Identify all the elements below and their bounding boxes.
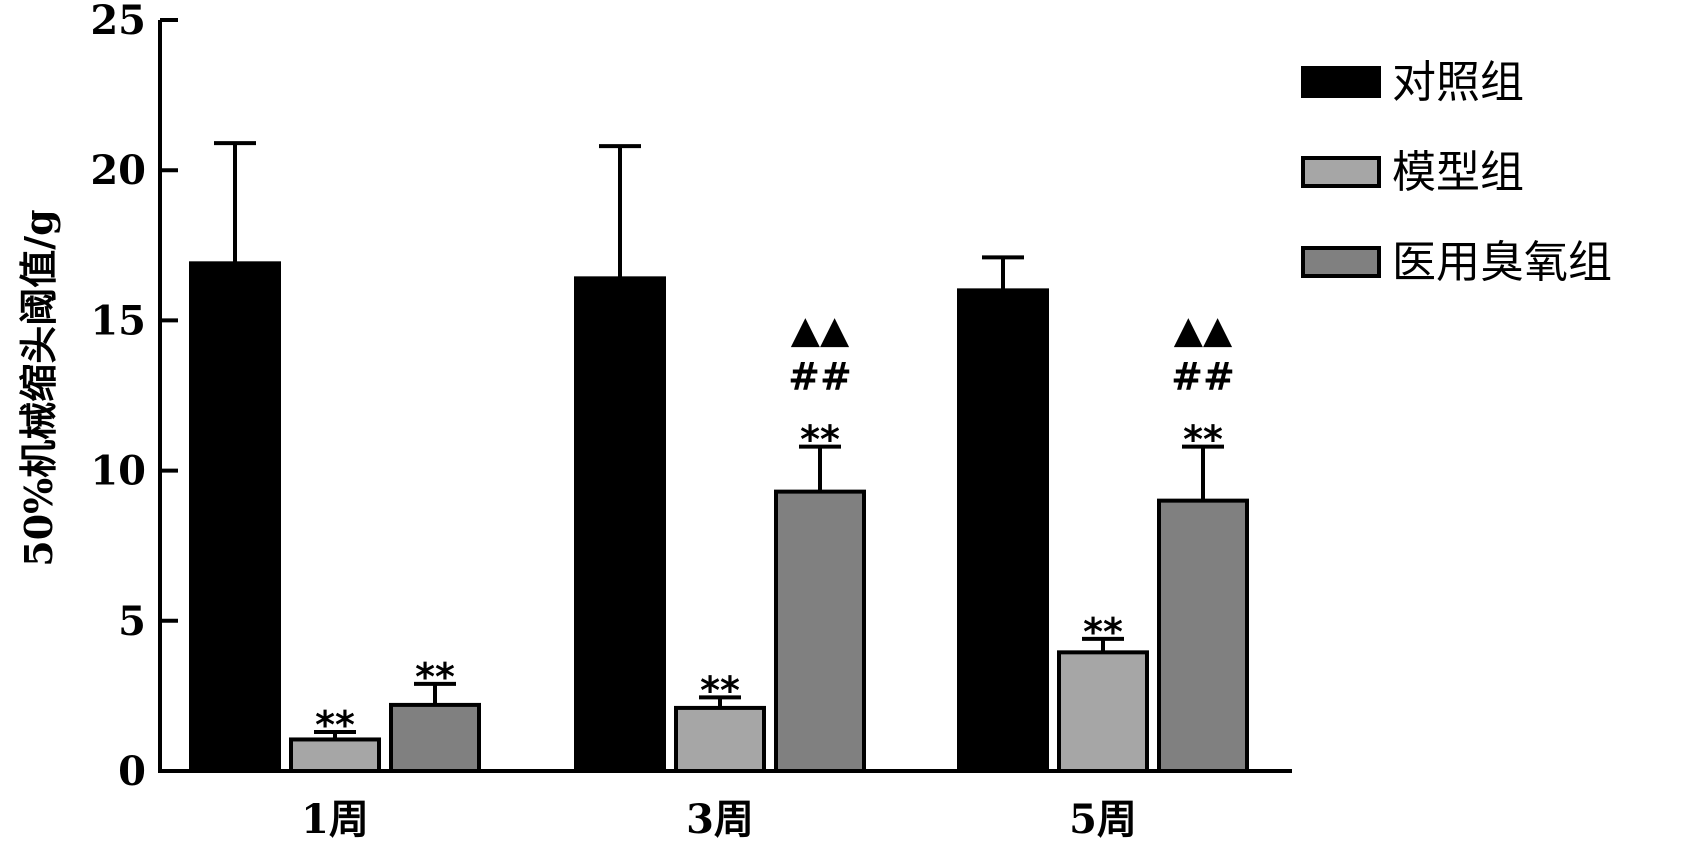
significance-marker: ## bbox=[1171, 355, 1235, 399]
significance-marker: ** bbox=[315, 703, 355, 747]
y-axis-label: 50%机械缩头阈值/g bbox=[16, 209, 61, 566]
x-category-label: 1周 bbox=[301, 796, 369, 843]
bar bbox=[189, 261, 281, 773]
x-category-label: 3周 bbox=[686, 796, 754, 843]
bar bbox=[1057, 650, 1149, 773]
significance-marker: ** bbox=[700, 668, 740, 712]
y-tick-label: 15 bbox=[90, 297, 146, 344]
bar bbox=[389, 702, 481, 773]
legend-swatch bbox=[1301, 66, 1381, 98]
significance-marker: ** bbox=[1083, 610, 1123, 654]
y-tick-label: 25 bbox=[90, 0, 146, 44]
bar bbox=[674, 705, 766, 774]
significance-annotations: **** **▲▲##****▲▲##** bbox=[315, 308, 1235, 747]
legend-swatch bbox=[1301, 246, 1381, 278]
legend-label: 医用臭氧组 bbox=[1392, 237, 1612, 288]
significance-marker: ** bbox=[1183, 418, 1223, 462]
legend-label: 模型组 bbox=[1392, 147, 1524, 198]
bar bbox=[957, 288, 1049, 773]
significance-marker: ▲▲ bbox=[1174, 308, 1233, 352]
significance-marker: ▲▲ bbox=[791, 308, 850, 352]
y-tick-label: 0 bbox=[118, 748, 146, 795]
significance-marker: ** bbox=[415, 655, 455, 699]
significance-marker: ## bbox=[788, 355, 852, 399]
y-tick-label: 5 bbox=[118, 598, 146, 645]
significance-marker: ** bbox=[800, 418, 840, 462]
legend-label: 对照组 bbox=[1392, 57, 1524, 108]
legend-swatch bbox=[1301, 156, 1381, 188]
axes: 0 5 10 15 20 25 1周 3周 5周 bbox=[90, 0, 1292, 843]
y-tick-label: 10 bbox=[90, 448, 146, 495]
bar bbox=[574, 276, 666, 773]
bar bbox=[1157, 498, 1249, 773]
bar bbox=[774, 489, 866, 773]
x-category-label: 5周 bbox=[1069, 796, 1137, 843]
y-tick-label: 20 bbox=[90, 147, 146, 194]
error-bars bbox=[214, 141, 1224, 740]
